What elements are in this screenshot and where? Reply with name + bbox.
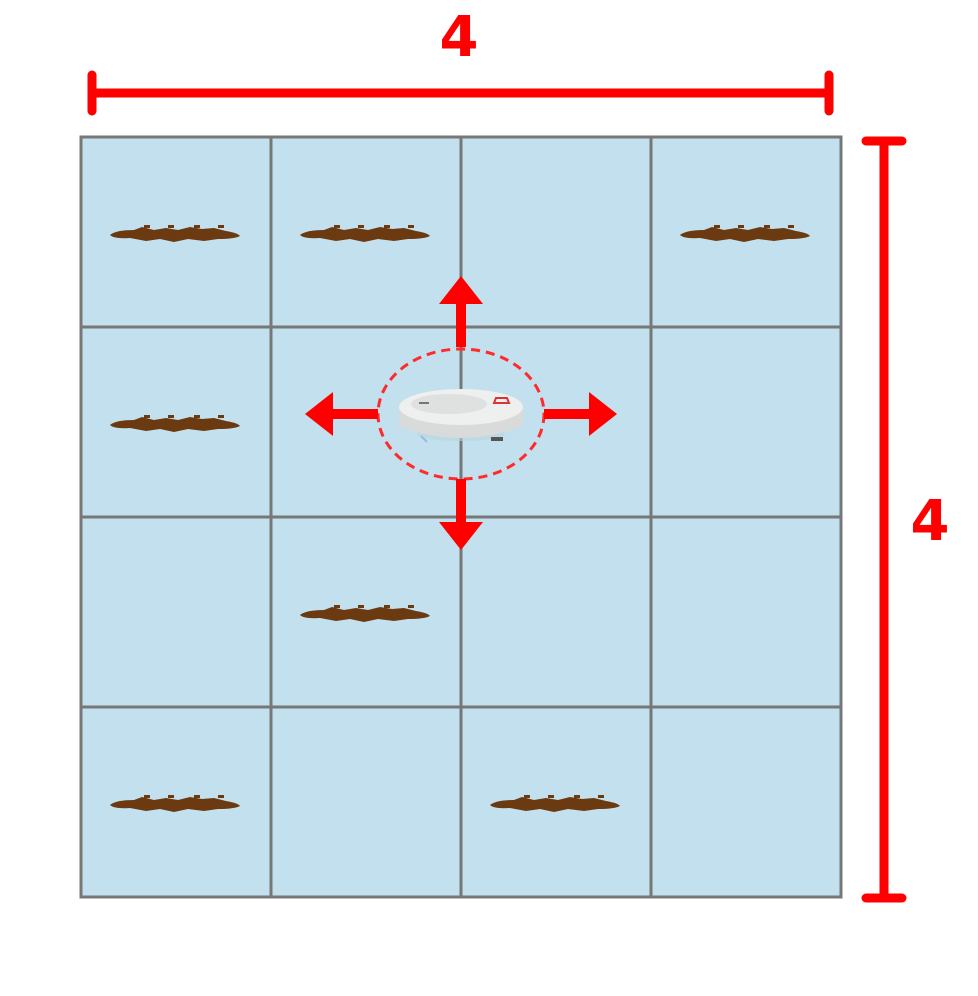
grid-cell[interactable] — [649, 705, 843, 899]
move-down-arrow[interactable] — [439, 479, 483, 550]
dirt-icon — [490, 795, 620, 812]
robot[interactable] — [305, 276, 617, 550]
move-up-arrow[interactable] — [439, 276, 483, 347]
grid-cell[interactable] — [649, 135, 843, 329]
grid-cell[interactable] — [79, 515, 273, 709]
grid-cell[interactable] — [649, 515, 843, 709]
dirt-icon — [110, 225, 240, 242]
dirt-icon — [110, 415, 240, 432]
move-right-arrow[interactable] — [544, 392, 617, 436]
dirt-icon — [110, 795, 240, 812]
move-left-arrow[interactable] — [305, 392, 378, 436]
grid-cell[interactable] — [649, 325, 843, 519]
height-dimension-bar — [861, 136, 907, 903]
grid-cell[interactable] — [269, 705, 463, 899]
dirt-icon — [300, 605, 430, 622]
height-label: 4 — [910, 489, 950, 554]
dirt-icon — [300, 225, 430, 242]
grid-cell[interactable] — [459, 135, 653, 329]
width-dimension-bar — [87, 70, 834, 116]
robot-vacuum-icon — [399, 389, 523, 443]
grid-cell[interactable] — [459, 515, 653, 709]
dirt-icon — [680, 225, 810, 242]
width-label: 4 — [439, 5, 479, 70]
